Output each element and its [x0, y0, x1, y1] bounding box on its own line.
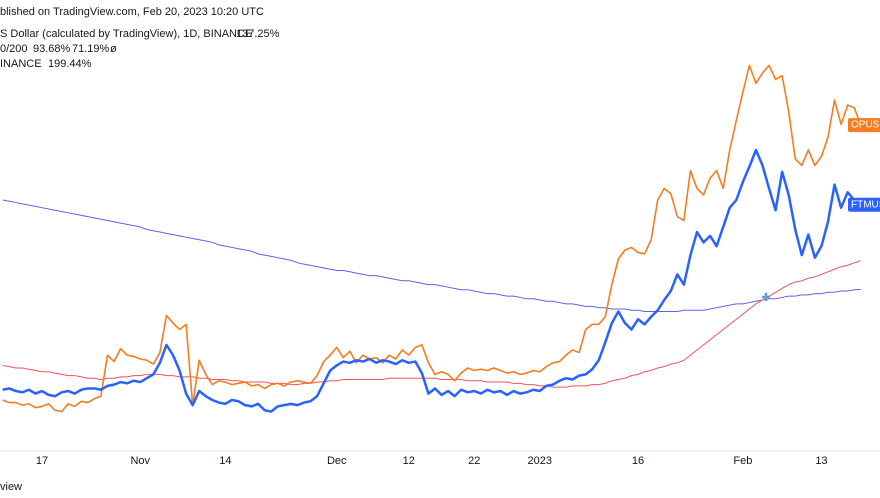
x-tick-label: 16	[632, 455, 644, 467]
price-tag-box	[848, 197, 880, 212]
price-tag-text: OPUSD	[851, 120, 880, 131]
x-tick-label: Feb	[733, 455, 752, 467]
x-tick-label: 13	[815, 455, 827, 467]
legend-value: 199.44%	[48, 58, 92, 70]
source-line: blished on TradingView.com, Feb 20, 2023…	[0, 6, 264, 18]
legend-name: S Dollar (calculated by TradingView), 1D…	[0, 28, 252, 40]
x-tick-label: 17	[36, 455, 48, 467]
price-tag-text: FTMUS	[851, 199, 880, 210]
price-tag: OPUSD	[848, 118, 880, 133]
series-line	[2, 148, 862, 413]
x-tick-label: Nov	[130, 455, 150, 467]
x-tick-label: 14	[219, 455, 231, 467]
price-tag-box	[848, 118, 880, 133]
x-tick-label: Dec	[327, 455, 347, 467]
price-tag: FTMUS	[848, 197, 880, 212]
series-line	[2, 260, 861, 388]
x-tick-label: 12	[403, 455, 415, 467]
legend-value: 137.25%	[236, 28, 280, 40]
series-line	[2, 199, 861, 313]
cross-marker	[762, 293, 770, 301]
x-tick-label: 22	[468, 455, 480, 467]
footer-text: view	[0, 481, 22, 493]
plot-area: 17 Nov 14 Dec 12 22 2023 16 Feb 13 FTMUS OPUSD	[2, 64, 880, 467]
legend-value: 71.19%	[72, 43, 110, 55]
legend-name: INANCE	[0, 58, 42, 70]
legend-value: 93.68%	[33, 43, 71, 55]
x-tick-label: 2023	[528, 455, 552, 467]
series-line	[2, 64, 862, 413]
legend-name: 0/200	[0, 43, 28, 55]
legend-symbol: ø	[110, 43, 117, 55]
